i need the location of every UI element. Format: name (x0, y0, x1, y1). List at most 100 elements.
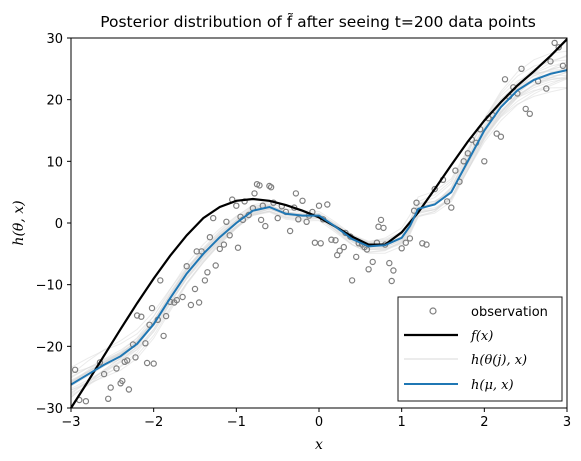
observation-point (348, 277, 356, 284)
observation-point (157, 277, 164, 284)
observation-point (125, 386, 133, 393)
observation-point (547, 58, 554, 65)
observation-point (71, 366, 79, 373)
x-tick-label: −2 (144, 415, 163, 430)
observation-point (388, 277, 395, 285)
x-tick-label: 2 (480, 415, 488, 430)
observation-point (365, 266, 372, 273)
observation-point (123, 357, 131, 364)
observation-point (262, 222, 269, 230)
legend-mu-label: h(μ, x) (471, 378, 514, 393)
observation-point (431, 185, 438, 193)
observation-point (204, 269, 211, 276)
observation-point (216, 245, 223, 253)
observation-point (501, 76, 509, 83)
observation-point (419, 240, 426, 247)
observation-point (413, 199, 420, 206)
observation-point (555, 44, 562, 51)
observation-point (377, 216, 385, 224)
observation-point (551, 39, 558, 47)
y-tick-label: 0 (55, 217, 63, 232)
observation-point (195, 299, 203, 306)
observation-point (543, 85, 550, 92)
x-tick-label: 0 (315, 415, 323, 430)
observation-point (493, 130, 500, 137)
observation-point (460, 158, 467, 165)
observation-point (100, 370, 108, 378)
observation-point (82, 398, 90, 405)
observation-point (187, 301, 195, 309)
observation-point (96, 359, 104, 366)
observation-point (386, 259, 393, 267)
observation-point (220, 241, 228, 248)
observation-point (206, 233, 214, 241)
observation-point (142, 340, 149, 347)
observation-point (209, 214, 217, 222)
observation-point (274, 214, 281, 222)
x-axis: −3 −2 −1 0 1 2 3 (61, 408, 571, 430)
observation-point (311, 239, 319, 246)
observation-point (133, 312, 141, 319)
observation-point (160, 332, 167, 340)
observation-point (522, 105, 529, 113)
plot-area (70, 37, 568, 409)
observation-point (380, 224, 387, 232)
observation-point (183, 263, 190, 270)
observation-point (162, 312, 170, 320)
observation-point (286, 227, 294, 235)
x-tick-label: 3 (563, 415, 571, 430)
observation-point (104, 395, 112, 402)
legend: observation f(x) h(θ(j), x) h(μ, x) (397, 296, 563, 402)
h-mu-line (70, 69, 568, 386)
observation-point (443, 198, 451, 205)
legend-observation-marker (429, 307, 437, 315)
observation-point (212, 262, 219, 269)
observation-point (226, 232, 233, 239)
observation-point (251, 190, 258, 197)
observation-point (299, 197, 306, 204)
observation-point (481, 158, 488, 165)
observation-point (423, 241, 430, 248)
x-tick-label: 1 (398, 415, 406, 430)
observation-point (353, 253, 360, 261)
observation-point (402, 239, 409, 246)
observation-point (317, 240, 324, 247)
y-tick-label: 10 (46, 155, 63, 170)
observation-point (107, 384, 114, 391)
y-axis: −30 −20 −10 0 10 20 30 (36, 32, 71, 417)
observation-point (233, 202, 240, 209)
y-tick-label: −10 (36, 279, 63, 294)
y-tick-label: 20 (46, 94, 63, 109)
observation-point (119, 377, 126, 385)
observation-point (464, 150, 471, 157)
observation-point (191, 285, 199, 293)
legend-observation-label: observation (471, 305, 548, 320)
observation-point (234, 244, 242, 251)
observation-point (179, 293, 186, 301)
y-tick-label: −30 (36, 402, 63, 417)
observation-point (559, 62, 567, 70)
observation-point (132, 354, 139, 361)
observation-point (315, 202, 323, 209)
observation-point (113, 365, 120, 372)
observation-point (452, 167, 459, 174)
observation-point (328, 236, 335, 243)
x-axis-label: x (315, 437, 323, 453)
observation-point (497, 133, 505, 140)
observation-point (340, 243, 347, 251)
legend-fx-label: f(x) (470, 329, 493, 344)
observation-point (295, 216, 302, 223)
observation-point (143, 359, 151, 367)
observation-point (201, 277, 209, 284)
observation-point (398, 245, 405, 252)
observation-point (406, 235, 414, 242)
x-tick-label: −3 (61, 415, 80, 430)
x-tick-label: −1 (227, 415, 246, 430)
observation-point (369, 258, 376, 266)
observation-point (267, 183, 275, 191)
observation-point (526, 110, 534, 118)
observation-point (257, 216, 265, 224)
observation-point (332, 237, 339, 244)
observation-point (173, 296, 180, 304)
